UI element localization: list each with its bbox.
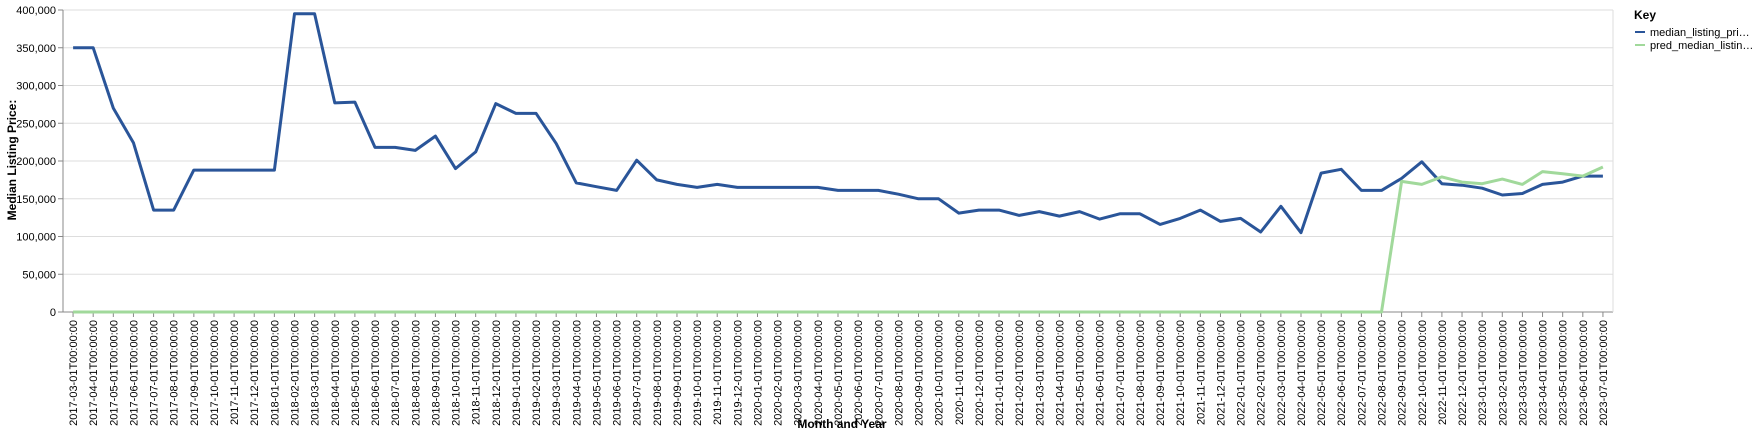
x-tick-label: 2021-03-01T00:00:00 (1034, 320, 1046, 426)
x-tick-label: 2021-02-01T00:00:00 (1014, 320, 1026, 426)
y-tick-label: 300,000 (16, 81, 56, 93)
x-tick-label: 2017-11-01T00:00:00 (229, 320, 241, 425)
x-tick-label: 2018-04-01T00:00:00 (330, 320, 342, 426)
x-tick-label: 2017-10-01T00:00:00 (209, 320, 221, 426)
x-tick-label: 2022-06-01T00:00:00 (1336, 320, 1348, 426)
y-tick-label: 200,000 (16, 156, 56, 168)
x-tick-label: 2018-03-01T00:00:00 (310, 320, 322, 426)
x-tick-label: 2018-06-01T00:00:00 (370, 320, 382, 426)
x-tick-label: 2021-09-01T00:00:00 (1155, 320, 1167, 426)
x-tick-label: 2019-07-01T00:00:00 (632, 320, 644, 426)
y-tick-label: 0 (50, 307, 56, 319)
x-tick-label: 2022-08-01T00:00:00 (1377, 320, 1389, 426)
x-tick-label: 2022-09-01T00:00:00 (1397, 320, 1409, 426)
y-tick-label: 100,000 (16, 232, 56, 244)
x-tick-label: 2020-05-01T00:00:00 (833, 320, 845, 426)
x-tick-label: 2018-09-01T00:00:00 (430, 320, 442, 426)
x-tick-label: 2020-03-01T00:00:00 (793, 320, 805, 426)
x-tick-label: 2017-04-01T00:00:00 (88, 320, 100, 426)
x-tick-label: 2018-08-01T00:00:00 (410, 320, 422, 426)
legend: Key median_listing_pri…pred_median_listi… (1634, 8, 1753, 52)
x-tick-label: 2021-11-01T00:00:00 (1195, 320, 1207, 425)
x-tick-label: 2021-12-01T00:00:00 (1215, 320, 1227, 426)
x-tick-label: 2023-01-01T00:00:00 (1477, 320, 1489, 426)
x-tick-label: 2021-07-01T00:00:00 (1115, 320, 1127, 426)
y-tick-label: 50,000 (22, 269, 56, 281)
x-tick-label: 2020-07-01T00:00:00 (873, 320, 885, 426)
y-tick-label: 400,000 (16, 5, 56, 17)
x-tick-label: 2019-02-01T00:00:00 (531, 320, 543, 426)
x-tick-label: 2018-10-01T00:00:00 (451, 320, 463, 426)
x-axis: 2017-03-01T00:00:00 2017-04-01T00:00:00 20… (68, 312, 1610, 426)
x-tick-label: 2020-02-01T00:00:00 (773, 320, 785, 426)
x-tick-label: 2018-02-01T00:00:00 (289, 320, 301, 426)
x-tick-label: 2022-07-01T00:00:00 (1356, 320, 1368, 426)
x-tick-label: 2023-02-01T00:00:00 (1497, 320, 1509, 426)
x-tick-label: 2019-11-01T00:00:00 (712, 320, 724, 425)
x-tick-label: 2021-10-01T00:00:00 (1175, 320, 1187, 426)
x-tick-label: 2019-05-01T00:00:00 (591, 320, 603, 426)
series-line-1 (73, 12, 1603, 235)
x-tick-label: 2022-12-01T00:00:00 (1457, 320, 1469, 426)
x-tick-label: 2021-01-01T00:00:00 (994, 320, 1006, 426)
x-tick-label: 2022-10-01T00:00:00 (1417, 320, 1429, 426)
y-tick-label: 350,000 (16, 43, 56, 55)
x-tick-label: 2017-09-01T00:00:00 (189, 320, 201, 426)
x-tick-label: 2020-06-01T00:00:00 (853, 320, 865, 426)
x-tick-label: 2017-06-01T00:00:00 (128, 320, 140, 426)
x-tick-label: 2023-03-01T00:00:00 (1517, 320, 1529, 426)
legend-title: Key (1634, 8, 1656, 22)
x-tick-label: 2020-11-01T00:00:00 (954, 320, 966, 425)
x-tick-label: 2022-11-01T00:00:00 (1437, 320, 1449, 425)
x-tick-label: 2023-06-01T00:00:00 (1578, 320, 1590, 426)
x-tick-label: 2021-05-01T00:00:00 (1075, 320, 1087, 426)
x-tick-label: 2019-01-01T00:00:00 (511, 320, 523, 426)
x-tick-label: 2021-04-01T00:00:00 (1054, 320, 1066, 426)
grid (62, 9, 1614, 313)
x-tick-label: 2021-08-01T00:00:00 (1135, 320, 1147, 426)
y-tick-label: 150,000 (16, 194, 56, 206)
x-tick-label: 2023-04-01T00:00:00 (1538, 320, 1550, 426)
x-tick-label: 2019-03-01T00:00:00 (551, 320, 563, 426)
legend-label: pred_median_listin… (1650, 40, 1753, 52)
x-tick-label: 2017-03-01T00:00:00 (68, 320, 80, 426)
x-tick-label: 2018-11-01T00:00:00 (471, 320, 483, 425)
x-tick-label: 2019-12-01T00:00:00 (732, 320, 744, 426)
x-tick-label: 2017-07-01T00:00:00 (149, 320, 161, 426)
x-tick-label: 2022-02-01T00:00:00 (1256, 320, 1268, 426)
legend-label: median_listing_pri… (1650, 27, 1750, 39)
x-tick-label: 2021-06-01T00:00:00 (1095, 320, 1107, 426)
x-tick-label: 2020-09-01T00:00:00 (914, 320, 926, 426)
x-tick-label: 2019-10-01T00:00:00 (692, 320, 704, 426)
x-tick-label: 2017-05-01T00:00:00 (108, 320, 120, 426)
x-tick-label: 2017-08-01T00:00:00 (169, 320, 181, 426)
x-tick-label: 2018-12-01T00:00:00 (491, 320, 503, 426)
series-line-2 (73, 165, 1604, 314)
series-lines (73, 12, 1604, 314)
x-tick-label: 2019-09-01T00:00:00 (672, 320, 684, 426)
y-axis: 0 50,000 100,000 150,000 200,000 250,000 300,0… (16, 5, 63, 319)
x-tick-label: 2020-12-01T00:00:00 (974, 320, 986, 426)
x-tick-label: 2020-04-01T00:00:00 (813, 320, 825, 426)
x-tick-label: 2018-05-01T00:00:00 (350, 320, 362, 426)
y-axis-title: Median Listing Price: (5, 100, 19, 221)
x-tick-label: 2020-08-01T00:00:00 (893, 320, 905, 426)
x-axis-title: Month and Year (797, 417, 886, 431)
x-tick-label: 2022-01-01T00:00:00 (1236, 320, 1248, 426)
x-tick-label: 2023-07-01T00:00:00 (1598, 320, 1610, 426)
x-tick-label: 2018-07-01T00:00:00 (390, 320, 402, 426)
x-tick-label: 2022-05-01T00:00:00 (1316, 320, 1328, 426)
x-tick-label: 2020-10-01T00:00:00 (934, 320, 946, 426)
x-tick-label: 2019-06-01T00:00:00 (612, 320, 624, 426)
x-tick-label: 2017-12-01T00:00:00 (249, 320, 261, 426)
x-tick-label: 2023-05-01T00:00:00 (1558, 320, 1570, 426)
x-tick-label: 2022-03-01T00:00:00 (1276, 320, 1288, 426)
y-tick-label: 250,000 (16, 118, 56, 130)
x-tick-label: 2020-01-01T00:00:00 (752, 320, 764, 426)
x-tick-label: 2022-04-01T00:00:00 (1296, 320, 1308, 426)
x-tick-label: 2018-01-01T00:00:00 (269, 320, 281, 426)
x-tick-label: 2019-08-01T00:00:00 (652, 320, 664, 426)
x-tick-label: 2019-04-01T00:00:00 (571, 320, 583, 426)
